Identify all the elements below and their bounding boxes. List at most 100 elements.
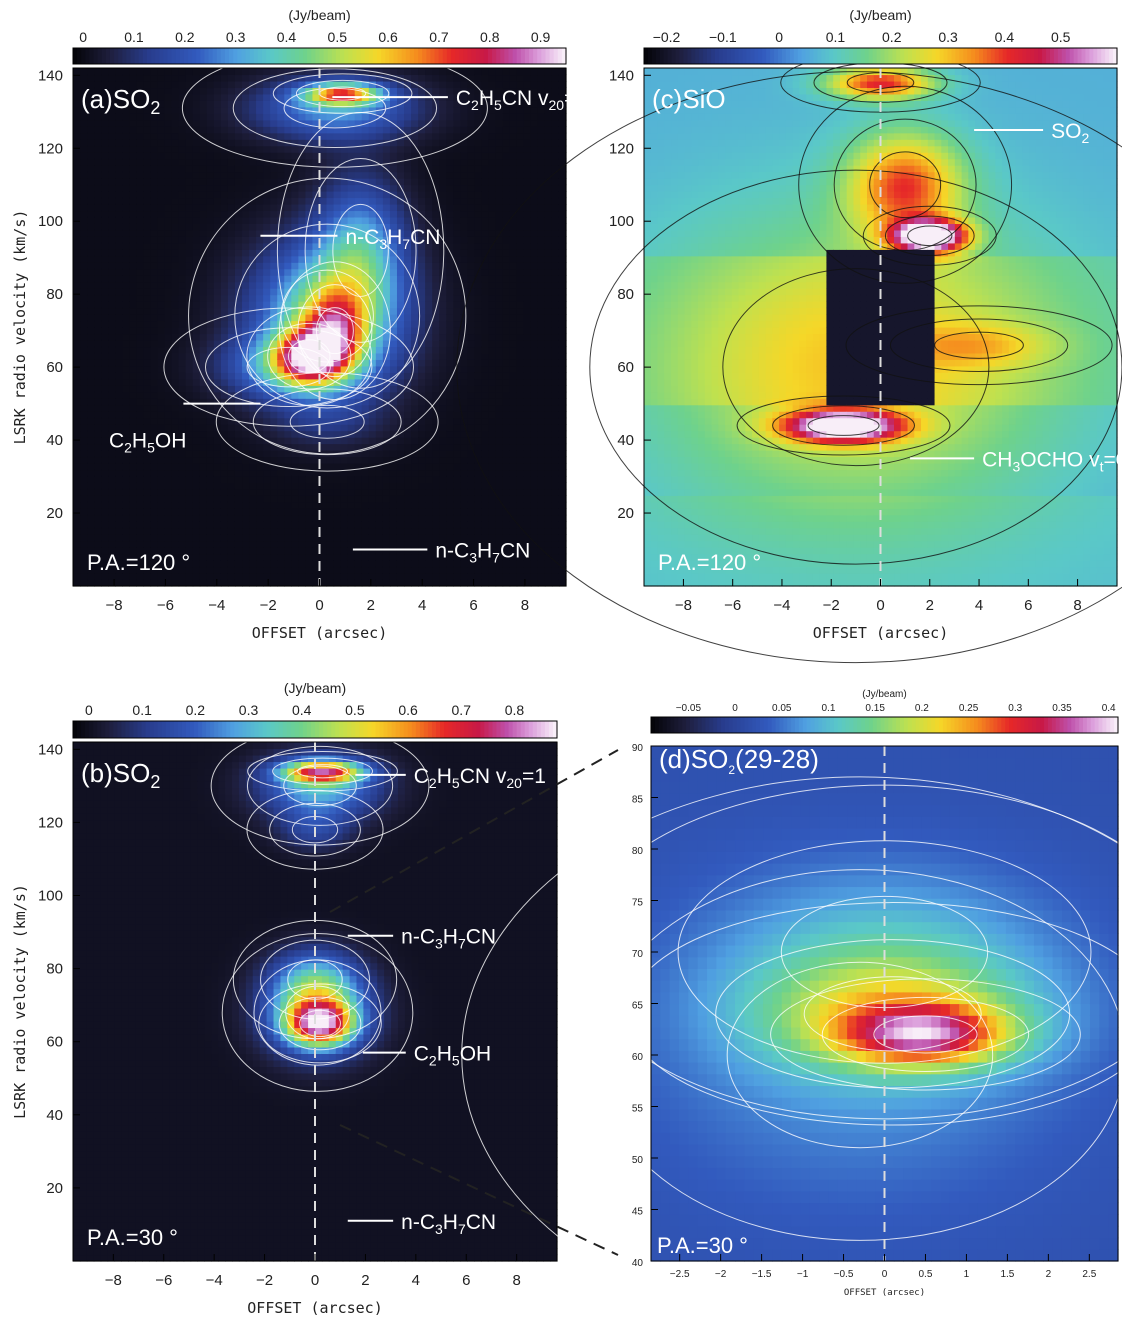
heatmap-cell [495, 106, 504, 114]
heatmap-cell [502, 113, 511, 121]
heatmap-cell [467, 469, 476, 477]
heatmap-cell [108, 404, 116, 412]
heatmap-cell [354, 74, 363, 82]
heatmap-cell [284, 223, 292, 231]
heatmap-cell [502, 424, 511, 432]
heatmap-cell [347, 501, 356, 509]
heatmap-cell [115, 139, 123, 147]
heatmap-cell [101, 482, 109, 490]
heatmap-cell [164, 560, 173, 568]
heatmap-cell [354, 372, 363, 380]
heatmap-cell [368, 275, 377, 283]
heatmap-cell [277, 126, 285, 134]
heatmap-cell [178, 359, 187, 367]
heatmap-cell [396, 404, 405, 412]
heatmap-cell [249, 178, 257, 186]
heatmap-cell [333, 417, 342, 425]
heatmap-cell [94, 443, 102, 451]
heatmap-cell [171, 197, 180, 205]
heatmap-cell [340, 301, 349, 309]
heatmap-cell [143, 508, 152, 516]
heatmap-cell [249, 430, 257, 438]
heatmap-cell [178, 475, 187, 483]
heatmap-cell [263, 68, 271, 76]
heatmap-cell [129, 171, 137, 179]
heatmap-cell [199, 229, 208, 237]
heatmap-cell [418, 249, 426, 257]
heatmap-cell [361, 68, 370, 76]
heatmap-cell [234, 378, 243, 386]
heatmap-cell [157, 178, 166, 186]
heatmap-cell [439, 359, 447, 367]
heatmap-cell [249, 184, 257, 192]
heatmap-cell [277, 378, 285, 386]
heatmap-cell [178, 281, 187, 289]
heatmap-cell [164, 106, 173, 114]
heatmap-cell [298, 236, 307, 244]
heatmap-cell [164, 573, 173, 581]
heatmap-cell [347, 378, 356, 386]
heatmap-cell [368, 514, 377, 522]
heatmap-cell [227, 482, 236, 490]
heatmap-cell [227, 404, 236, 412]
heatmap-cell [157, 314, 166, 322]
heatmap-cell [460, 560, 468, 568]
heatmap-cell [460, 540, 468, 548]
heatmap-cell [185, 171, 194, 179]
heatmap-cell [396, 514, 405, 522]
heatmap-cell [467, 229, 476, 237]
heatmap-cell [136, 365, 145, 373]
heatmap-cell [101, 275, 109, 283]
heatmap-cell [319, 152, 328, 160]
heatmap-cell [277, 553, 285, 561]
heatmap-cell [199, 359, 208, 367]
heatmap-cell [411, 294, 419, 302]
heatmap-cell [101, 268, 109, 276]
heatmap-cell [347, 385, 356, 393]
heatmap-cell [404, 184, 412, 192]
heatmap-cell [411, 372, 419, 380]
heatmap-cell [157, 365, 166, 373]
heatmap-cell [347, 514, 356, 522]
heatmap-cell [185, 372, 194, 380]
heatmap-cell [101, 236, 109, 244]
heatmap-cell [347, 547, 356, 555]
heatmap-cell [305, 398, 314, 406]
heatmap-cell [418, 87, 426, 95]
heatmap-cell [474, 132, 483, 140]
heatmap-cell [333, 152, 342, 160]
heatmap-cell [220, 165, 229, 173]
heatmap-cell [474, 100, 483, 108]
heatmap-cell [312, 514, 321, 522]
heatmap-cell [220, 113, 229, 121]
heatmap-cell [347, 320, 356, 328]
heatmap-cell [502, 553, 511, 561]
heatmap-cell [185, 514, 194, 522]
heatmap-cell [432, 482, 440, 490]
heatmap-cell [361, 210, 370, 218]
heatmap-cell [361, 475, 370, 483]
heatmap-cell [382, 255, 391, 263]
heatmap-cell [284, 216, 292, 224]
heatmap-cell [368, 119, 377, 127]
heatmap-cell [368, 158, 377, 166]
heatmap-cell [284, 171, 292, 179]
heatmap-cell [129, 346, 137, 354]
heatmap-cell [502, 275, 511, 283]
heatmap-cell [80, 301, 88, 309]
heatmap-cell [467, 171, 476, 179]
heatmap-cell [178, 288, 187, 296]
heatmap-cell [347, 184, 356, 192]
heatmap-cell [108, 359, 116, 367]
heatmap-cell [73, 540, 81, 548]
heatmap-cell [425, 74, 433, 82]
heatmap-cell [354, 294, 363, 302]
heatmap-cell [382, 462, 391, 471]
heatmap-cell [425, 372, 433, 380]
heatmap-cell [460, 547, 468, 555]
heatmap-cell [333, 139, 342, 147]
heatmap-cell [199, 210, 208, 218]
heatmap-cell [277, 87, 285, 95]
heatmap-cell [340, 411, 349, 419]
heatmap-cell [185, 113, 194, 121]
